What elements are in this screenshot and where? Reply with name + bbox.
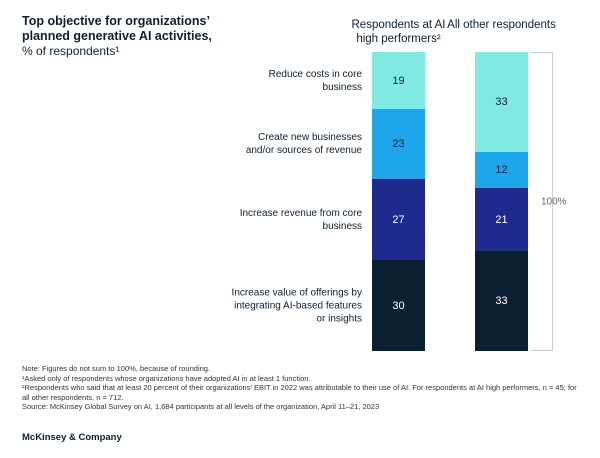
bar-segment bbox=[475, 187, 528, 252]
value-label: 21 bbox=[495, 213, 508, 226]
value-label: 12 bbox=[495, 163, 508, 176]
segment-label: Reduce costs in core business bbox=[268, 68, 362, 93]
bar-segment bbox=[475, 151, 528, 188]
notes: Note: Figures do not sum to 100%, becaus… bbox=[22, 364, 582, 412]
value-label: 33 bbox=[495, 295, 508, 308]
note: Source: McKinsey Global Survey on AI, 1,… bbox=[22, 402, 380, 411]
bar-segment bbox=[372, 109, 425, 179]
value-label: 33 bbox=[495, 95, 508, 108]
bar-segment bbox=[475, 251, 528, 351]
note: ²Respondents who said that at least 20 p… bbox=[22, 383, 577, 402]
segment-label: Create new businesses and/or sources of … bbox=[245, 132, 362, 157]
value-label: 27 bbox=[392, 213, 405, 226]
bar-segment bbox=[372, 178, 425, 261]
segment-label: Increase revenue from core business bbox=[239, 207, 362, 232]
chart-subtitle: % of respondents¹ bbox=[22, 44, 120, 58]
note: Note: Figures do not sum to 100%, becaus… bbox=[22, 364, 211, 373]
value-label: 30 bbox=[392, 299, 405, 312]
footer: McKinsey & Company bbox=[22, 432, 122, 443]
category-label: All other respondents bbox=[447, 19, 556, 31]
bracket-label: 100% bbox=[541, 196, 567, 207]
segment-label: Increase value of offerings by integrati… bbox=[231, 287, 362, 325]
bar-segment bbox=[372, 260, 425, 351]
bar-segment bbox=[372, 52, 425, 110]
bracket bbox=[531, 52, 553, 351]
note: ¹Asked only of respondents whose organiz… bbox=[22, 373, 311, 383]
bar-segment bbox=[475, 52, 528, 152]
category-label: Respondents at AI high performers² bbox=[351, 19, 446, 45]
value-label: 23 bbox=[392, 138, 405, 151]
value-label: 19 bbox=[392, 74, 405, 87]
chart-title: Top objective for organizations’ planned… bbox=[22, 14, 212, 43]
